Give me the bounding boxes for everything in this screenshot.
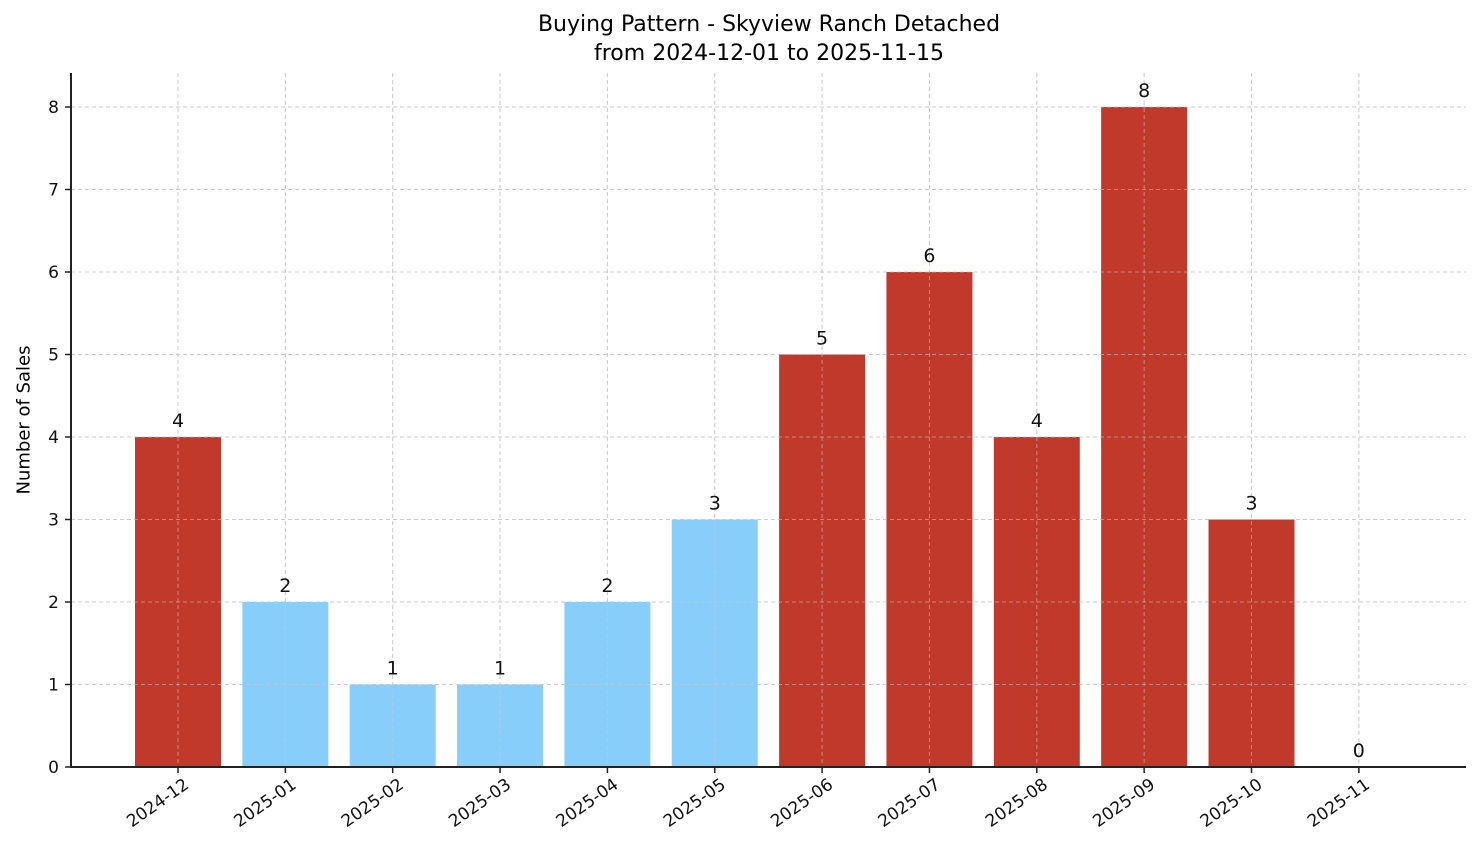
- chart-title: Buying Pattern - Skyview Ranch Detached: [537, 12, 1001, 37]
- bar-value-label: 5: [816, 328, 828, 350]
- x-tick-label: 2025-01: [231, 775, 301, 832]
- bar-value-label: 8: [1138, 80, 1150, 102]
- y-tick-label: 7: [48, 181, 59, 201]
- bar-value-label: 6: [923, 245, 935, 267]
- bar-value-label: 4: [172, 410, 184, 432]
- x-tick-label: 2025-10: [1197, 775, 1267, 832]
- x-axis-ticks: 2024-12 2025-01 2025-02 2025-03 2025-04 2025-…: [123, 767, 1374, 832]
- x-tick-label: 2025-09: [1089, 775, 1159, 832]
- y-tick-label: 6: [48, 263, 59, 283]
- x-tick-label: 2025-06: [767, 775, 837, 832]
- x-tick-label: 2025-04: [553, 775, 623, 832]
- x-tick-label: 2025-02: [338, 775, 408, 832]
- x-tick-label: 2025-11: [1304, 775, 1374, 832]
- chart-subtitle: from 2024-12-01 to 2025-11-15: [594, 41, 944, 66]
- y-axis-ticks: 0 1 2 3 4 5 6 7 8: [48, 98, 71, 778]
- data-labels: 4 2 1 1 2 3 5 6 4 8 3 0: [172, 80, 1365, 762]
- x-tick-label: 2025-07: [875, 775, 945, 832]
- grid-lines-overlay: [71, 73, 1466, 767]
- x-tick-label: 2024-12: [123, 775, 193, 832]
- y-tick-label: 8: [48, 98, 59, 118]
- bar-value-label: 3: [1245, 493, 1257, 515]
- chart-title-block: Buying Pattern - Skyview Ranch Detached …: [0, 10, 1481, 68]
- y-tick-label: 4: [48, 428, 59, 448]
- bar-value-label: 4: [1031, 410, 1043, 432]
- y-tick-label: 0: [48, 758, 59, 778]
- bar-value-label: 2: [279, 575, 291, 597]
- y-tick-label: 3: [48, 511, 59, 531]
- x-tick-label: 2025-03: [445, 775, 515, 832]
- bar-value-label: 2: [601, 575, 613, 597]
- bar-value-label: 3: [709, 493, 721, 515]
- y-tick-label: 2: [48, 593, 59, 613]
- y-tick-label: 1: [48, 676, 59, 696]
- x-tick-label: 2025-08: [982, 775, 1052, 832]
- x-tick-label: 2025-05: [660, 775, 730, 832]
- bar-value-label: 1: [387, 658, 399, 680]
- y-tick-label: 5: [48, 346, 59, 366]
- bar-value-label: 0: [1353, 740, 1365, 762]
- bar-value-label: 1: [494, 658, 506, 680]
